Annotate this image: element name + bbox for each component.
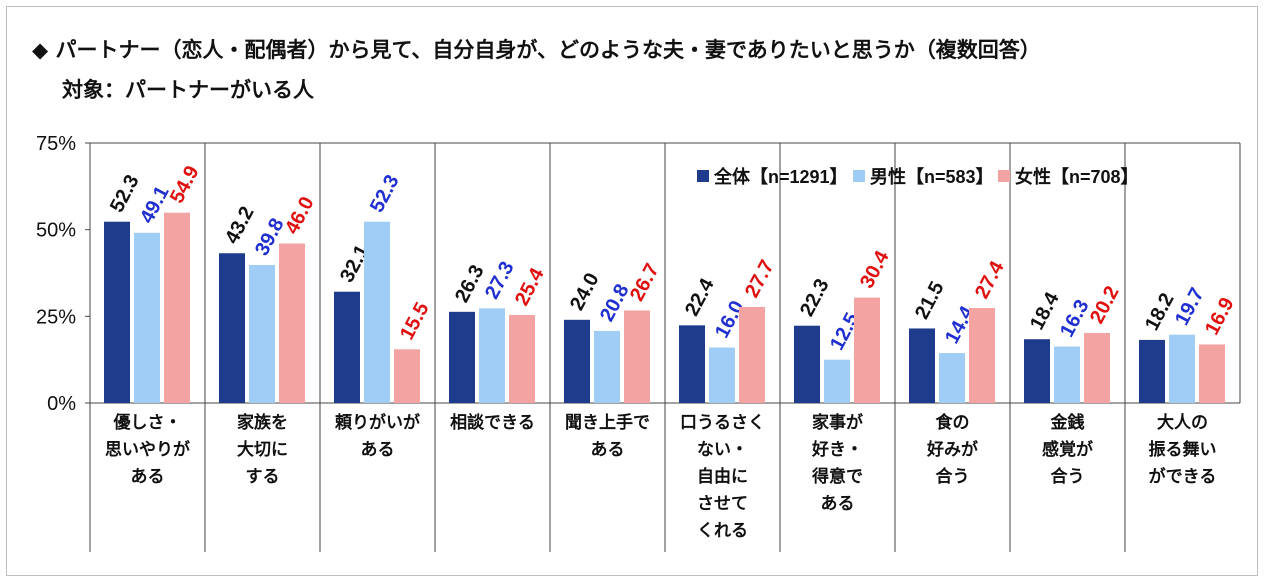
bar (104, 221, 130, 403)
category-label: ある (131, 467, 165, 486)
bar (279, 243, 305, 403)
category-label: 感覚が (1042, 439, 1093, 459)
bar (394, 349, 420, 403)
y-tick-label: 0% (47, 393, 76, 415)
bar (449, 311, 475, 403)
y-tick-label: 50% (36, 220, 76, 242)
category-label: 大人の (1157, 412, 1208, 432)
category-label: くれる (697, 521, 748, 540)
chart-frame (6, 6, 1258, 576)
bar (739, 306, 765, 403)
bar (909, 328, 935, 403)
data-label: 20.2 (1086, 283, 1124, 328)
data-label: 24.0 (566, 269, 604, 314)
data-label: 18.2 (1141, 290, 1179, 335)
category-label: ができる (1149, 466, 1217, 486)
bar (594, 330, 620, 403)
category-label: ある (361, 440, 395, 459)
legend-label: 女性【n=708】 (1015, 166, 1139, 187)
data-label: 22.4 (681, 274, 719, 319)
bar (854, 297, 880, 403)
data-label: 15.5 (396, 299, 434, 344)
data-label: 21.5 (911, 278, 949, 323)
category-label: させて (697, 494, 748, 513)
data-label: 26.3 (451, 261, 489, 306)
data-label: 52.3 (106, 171, 144, 216)
category-label: 優しさ・ (113, 412, 182, 432)
bar (479, 308, 505, 403)
bar (509, 314, 535, 403)
category-label: 合う (1051, 466, 1085, 486)
data-label: 30.4 (856, 246, 894, 291)
chart-title: ◆ パートナー（恋人・配偶者）から見て、自分自身が、どのような夫・妻でありたいと… (32, 38, 1041, 62)
category-label: 金銭 (1050, 412, 1085, 432)
data-label: 43.2 (221, 203, 259, 248)
category-label: 家族を (237, 412, 288, 432)
bar (334, 291, 360, 403)
bar (1199, 344, 1225, 403)
category-label: 自由に (697, 466, 748, 486)
bar (1139, 339, 1165, 403)
category-label: 大切に (237, 439, 288, 459)
data-label: 26.7 (626, 260, 664, 305)
category-label: ない・ (697, 440, 748, 459)
category-label: ある (591, 440, 625, 459)
category-label: 振る舞い (1149, 439, 1217, 459)
bar (624, 310, 650, 403)
y-tick-label: 25% (36, 306, 76, 328)
data-label: 16.9 (1201, 294, 1239, 339)
data-label: 46.0 (281, 193, 319, 238)
bar (679, 325, 705, 403)
bar (564, 319, 590, 403)
category-label: ある (821, 494, 855, 513)
category-label: 合う (936, 466, 970, 486)
data-label: 19.7 (1171, 284, 1209, 329)
legend-label: 全体【n=1291】 (713, 166, 848, 187)
legend-swatch (853, 170, 865, 182)
bar (364, 221, 390, 403)
category-label: 相談できる (450, 412, 535, 432)
category-label: 好き・ (811, 439, 863, 459)
bar (794, 325, 820, 403)
category-label: 聞き上手で (565, 412, 650, 432)
y-tick-label: 75% (36, 133, 76, 155)
category-label: 得意で (811, 466, 863, 486)
chart-subtitle: 対象：パートナーがいる人 (62, 78, 314, 102)
bar (969, 308, 995, 403)
bar (249, 265, 275, 403)
legend-label: 男性【n=583】 (870, 166, 994, 187)
category-label: 頼りがいが (335, 412, 420, 432)
bar (1024, 339, 1050, 403)
category-label: する (246, 467, 280, 486)
bar (134, 232, 160, 403)
category-label: 食の (936, 412, 970, 432)
bar (709, 347, 735, 403)
data-label: 22.3 (796, 275, 834, 320)
data-label: 27.4 (971, 257, 1009, 302)
bar (939, 353, 965, 403)
category-label: 口うるさく (680, 413, 765, 432)
data-label: 27.7 (741, 257, 779, 302)
data-label: 54.9 (166, 162, 204, 207)
category-label: 思いやりが (105, 439, 190, 459)
legend-swatch (998, 170, 1010, 182)
bar (1054, 346, 1080, 403)
bar (219, 253, 245, 403)
bar (1169, 334, 1195, 403)
category-label: 好みが (926, 439, 978, 459)
legend-swatch (697, 170, 709, 182)
data-label: 52.3 (366, 171, 404, 216)
bar (1084, 332, 1110, 403)
bar (164, 212, 190, 403)
category-label: 家事が (812, 412, 863, 432)
bar (824, 359, 850, 403)
